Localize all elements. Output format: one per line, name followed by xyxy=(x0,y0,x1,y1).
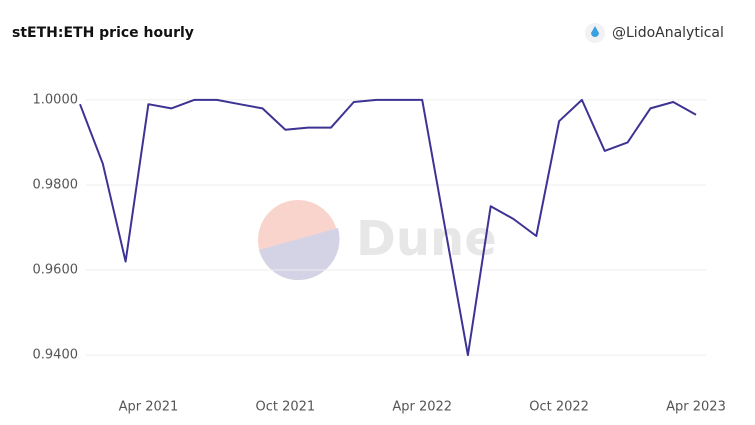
x-tick-label: Apr 2021 xyxy=(119,400,179,415)
y-tick-label: 0.9600 xyxy=(33,263,79,278)
author-icon xyxy=(591,26,599,37)
line xyxy=(79,98,697,357)
x-tick-label: Oct 2021 xyxy=(255,400,315,415)
author: @LidoAnalytical xyxy=(612,25,724,41)
watermark-logo xyxy=(259,228,340,280)
x-tick-label: Apr 2022 xyxy=(392,400,452,415)
x-tick-label: Apr 2023 xyxy=(666,400,726,415)
y-tick-label: 1.0000 xyxy=(33,92,79,107)
watermark-text: Dune xyxy=(356,211,497,267)
y-tick-label: 0.9400 xyxy=(33,348,79,363)
x-tick-label: Oct 2022 xyxy=(529,400,589,415)
chart-title: stETH:ETH price hourly xyxy=(12,25,194,41)
y-tick-label: 0.9800 xyxy=(33,177,79,192)
watermark: Dune xyxy=(258,200,497,280)
